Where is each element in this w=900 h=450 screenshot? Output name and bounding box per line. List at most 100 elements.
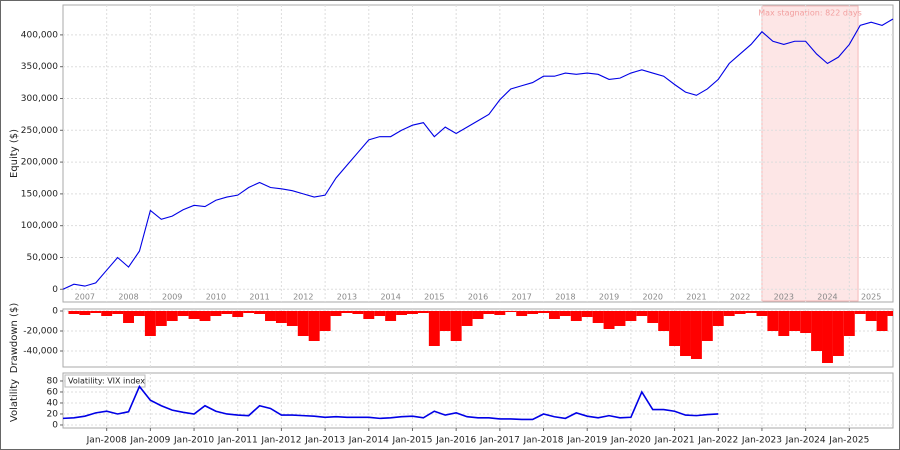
bar — [439, 311, 451, 331]
y-tick-label: 0 — [52, 285, 58, 295]
bar — [832, 311, 844, 356]
y-tick-label: 100,000 — [21, 221, 58, 231]
bar — [800, 311, 812, 333]
bar — [396, 311, 408, 315]
bar — [887, 311, 893, 316]
annotation: Volatility: VIX index — [68, 377, 145, 386]
plot-area — [62, 4, 894, 303]
stagnation-label: Max stagnation: 822 days — [758, 9, 862, 18]
bar — [188, 311, 200, 319]
y-tick-label: -20,000 — [23, 327, 58, 337]
x-tick-label: 2016 — [468, 293, 488, 302]
bar — [614, 311, 626, 326]
x-tick-label: Jan-2015 — [391, 436, 432, 446]
bar — [450, 311, 462, 341]
bar — [319, 311, 331, 331]
bar — [166, 311, 178, 321]
line — [62, 384, 719, 421]
bar — [658, 311, 670, 331]
bar — [297, 311, 309, 336]
x-tick-label: Jan-2018 — [523, 436, 564, 446]
y-tick-label: 0 — [52, 420, 58, 430]
y-tick-label: -40,000 — [23, 347, 58, 357]
x-tick-label: Jan-2021 — [654, 436, 695, 446]
x-tick-label: Jan-2013 — [304, 436, 345, 446]
bar — [592, 311, 604, 323]
y-tick-label: 40 — [47, 398, 59, 408]
bar — [112, 311, 124, 314]
bar — [669, 311, 681, 346]
bar — [155, 311, 167, 326]
x-tick-label: 2022 — [730, 293, 750, 302]
y-tick-label: 250,000 — [21, 126, 58, 136]
y-tick-label: 300,000 — [21, 94, 58, 104]
bar — [701, 311, 713, 341]
bar — [363, 311, 375, 319]
bar — [123, 311, 134, 323]
bar — [516, 311, 528, 316]
x-tick-label: 2015 — [424, 293, 444, 302]
bar — [603, 311, 615, 329]
bar — [341, 311, 353, 313]
bar — [559, 311, 571, 316]
x-tick-label: Jan-2017 — [479, 436, 520, 446]
bar — [756, 311, 768, 316]
y-tick-label: 0 — [52, 307, 58, 317]
line — [62, 18, 894, 290]
bar — [822, 311, 833, 363]
plot-area — [62, 372, 894, 429]
y-tick-label: 400,000 — [21, 30, 58, 40]
bar — [243, 311, 255, 313]
x-tick-label: Jan-2011 — [217, 436, 258, 446]
bar — [144, 311, 156, 336]
x-tick-label: 2021 — [686, 293, 706, 302]
bar — [374, 311, 386, 316]
bar — [854, 311, 866, 314]
y-tick-label: 80 — [47, 376, 59, 386]
bar — [199, 311, 211, 321]
annotation-box — [64, 374, 146, 388]
x-tick-label: Jan-2009 — [129, 436, 170, 446]
bar — [286, 311, 298, 326]
bar — [232, 311, 244, 317]
bar — [778, 311, 790, 336]
x-tick-label: 2025 — [861, 293, 881, 302]
y-tick-label: 150,000 — [21, 189, 58, 199]
x-tick-label: 2011 — [249, 293, 269, 302]
y-tick-label: 350,000 — [21, 62, 58, 72]
bar — [101, 311, 113, 316]
bar — [254, 311, 266, 314]
x-tick-label: Jan-2008 — [86, 436, 127, 446]
bar — [352, 311, 364, 314]
x-tick-label: Jan-2016 — [435, 436, 476, 446]
bar — [767, 311, 779, 331]
x-tick-label: Jan-2014 — [348, 436, 389, 446]
bar — [625, 311, 637, 321]
bar — [712, 311, 724, 326]
stagnation-region — [761, 5, 859, 302]
x-tick-label: 2007 — [75, 293, 95, 302]
x-tick-label: 2013 — [337, 293, 357, 302]
bar — [330, 311, 342, 316]
x-tick-label: Jan-2010 — [173, 436, 214, 446]
bar — [90, 311, 102, 313]
bar — [865, 311, 877, 321]
bar — [461, 311, 473, 326]
y-tick-label: 20 — [47, 409, 59, 419]
bar — [581, 311, 593, 317]
x-tick-label: Jan-2023 — [741, 436, 782, 446]
bar — [494, 311, 506, 315]
bar — [843, 311, 855, 336]
bar — [407, 311, 418, 314]
bar — [680, 311, 691, 356]
x-tick-label: 2023 — [774, 293, 794, 302]
x-tick-label: 2020 — [643, 293, 663, 302]
x-tick-label: 2019 — [599, 293, 619, 302]
bar — [690, 311, 702, 359]
bar — [265, 311, 276, 321]
bar — [723, 311, 735, 316]
x-tick-label: Jan-2022 — [697, 436, 738, 446]
x-tick-label: Jan-2012 — [260, 436, 301, 446]
x-tick-label: 2024 — [817, 293, 837, 302]
bar — [275, 311, 287, 323]
